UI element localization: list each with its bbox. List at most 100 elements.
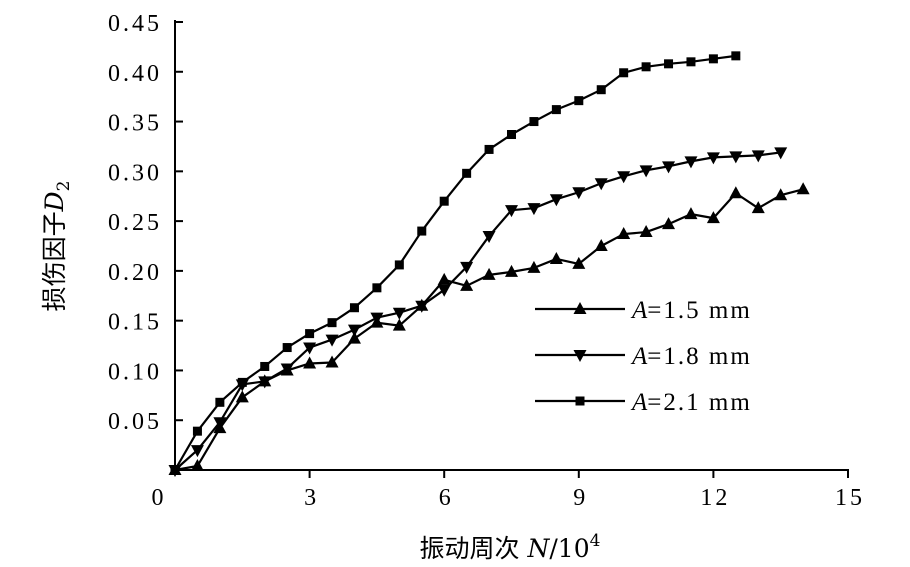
legend-marker [575,396,585,406]
legend-label: A=1.8 mm [630,343,752,370]
ticks: 0.05 0.10 0.15 0.20 0.25 0.30 0.35 0.40 0.45 0 3 6 9… [108,11,865,511]
axes [174,20,849,471]
series-2-point [347,324,361,337]
series-2-point [662,161,676,174]
x-axis-label-var: N [527,534,551,563]
legend-label-var: A [630,343,648,370]
series-3-point [507,129,516,139]
series-2-point [482,231,496,244]
series-1-point [347,331,361,344]
legend-item: A=1.8 mm [535,343,752,370]
y-axis-label-sub: 2 [54,181,74,192]
series-2-point [258,376,272,389]
x-axis-label-sup: 4 [590,531,601,551]
legend-label-rest: =1.8 mm [647,343,752,370]
series-3-point [192,426,202,436]
series-2-point [527,203,541,216]
series-3-point [462,168,472,178]
y-tick-label: 0.40 [108,61,162,87]
series-1-point [235,390,249,403]
series-1-point [549,251,563,264]
series-3-point [439,196,449,206]
series-3-point [664,59,674,69]
series-3-point [529,117,539,127]
series-3-point [686,57,696,67]
series-3-point [170,465,180,475]
series-3-point [641,62,651,72]
series-2-point [280,363,294,376]
series-1-point [482,267,496,280]
legend-label-rest: =2.1 mm [647,389,752,416]
series-3-point [372,283,382,293]
series-2-point [617,171,631,184]
series-1-point [325,355,339,368]
series-2-point [729,151,743,164]
series-3-point [731,51,741,61]
series-1-point [662,217,676,230]
y-tick-label: 0.20 [108,260,162,286]
series-2-point [594,178,608,191]
series-2-point [639,165,653,178]
series-3-point [596,85,606,95]
y-tick-label: 0.45 [108,11,162,37]
series-2-point [460,261,474,274]
series-3-point [619,68,629,78]
series-2-point [505,205,518,218]
x-tick-label: 12 [700,485,730,511]
series-1-point [729,186,743,199]
y-axis-label: 损伤因子D2 [40,181,74,312]
series-1-point [796,182,810,195]
series-3-point [574,96,584,106]
series-3-point [260,361,270,371]
series-3-point [305,329,315,339]
series-2-line [174,151,781,471]
x-tick-label: 0 [152,485,167,511]
legend-label-var: A [630,297,648,324]
series-3-point [551,105,561,115]
series-2-point [370,312,384,325]
legend-label: A=1.5 mm [630,297,752,324]
y-tick-label: 0.10 [108,359,162,385]
legend-label-var: A [630,389,648,416]
series-1-point [751,201,765,214]
series-1-point [684,207,698,220]
series-1-point [437,272,451,285]
x-tick-label: 15 [835,485,865,511]
legend-item: A=2.1 mm [535,389,752,416]
legend-label: A=2.1 mm [630,389,752,416]
series-2-point [190,445,204,458]
series-3-point [484,144,494,154]
series-3-point [349,303,359,313]
y-tick-label: 0.15 [108,310,162,336]
series-3-point [394,260,404,270]
y-axis-label-text: 损伤因子 [40,211,69,311]
series-1-point [392,318,406,331]
series-2-point [706,152,720,165]
x-axis-label-rest: /10 [549,534,589,563]
series-1-point [617,227,631,240]
series-3-point [237,377,247,387]
series-2-point [549,194,563,207]
series-2-point [572,187,586,200]
y-tick-label: 0.25 [108,210,162,236]
series-2-point [325,334,339,347]
series-3-point [282,343,292,353]
series-1-point [505,264,518,277]
series-1-point [572,256,586,269]
series-2-point [437,284,451,297]
x-tick-label: 9 [573,485,588,511]
series-3-point [708,54,718,64]
series-1-point [774,188,788,201]
legend-marker [573,302,587,314]
series-2-point [213,417,227,430]
series-2-point [392,307,406,320]
series-1-point [527,260,541,273]
x-tick-label: 3 [304,485,319,511]
series-2-point [415,300,429,313]
series-3-point [215,397,225,407]
legend-marker [573,350,587,362]
series [168,51,810,477]
legend-label-rest: =1.5 mm [647,297,752,324]
series-3 [170,51,741,475]
